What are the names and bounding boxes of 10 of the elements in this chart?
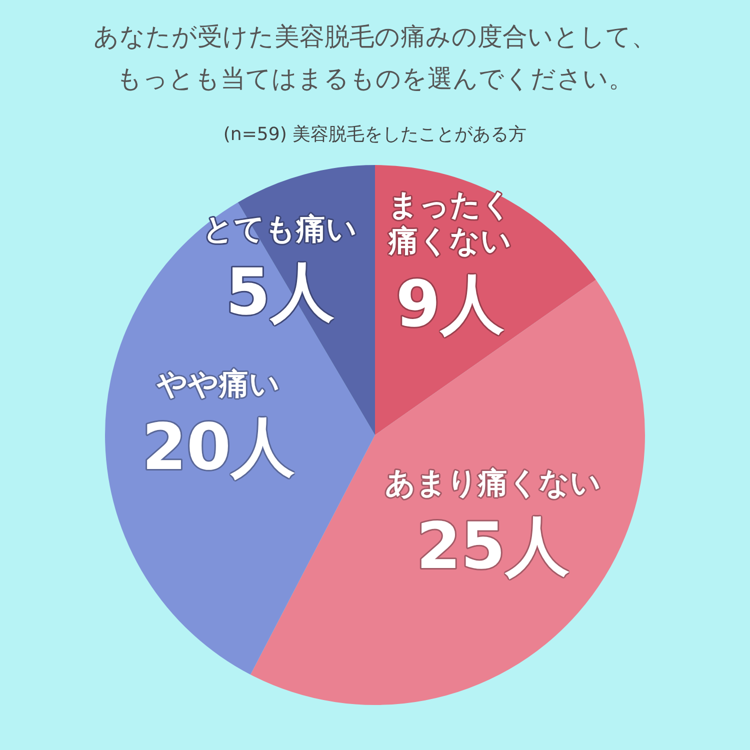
slice-label: あまり痛くない xyxy=(384,466,601,502)
slice-label: まったく痛くない xyxy=(388,188,512,260)
data-label: 20人 xyxy=(142,411,295,486)
data-label: 9人 xyxy=(396,268,504,342)
data-label: 5人 xyxy=(226,256,334,330)
chart-title: あなたが受けた美容脱毛の痛みの度合いとして、もっとも当てはまるものを選んでください。 xyxy=(94,22,656,93)
slice-label: やや痛い xyxy=(156,367,280,402)
data-label: 25人 xyxy=(416,510,570,584)
chart-subtitle: (n=59) 美容脱毛をしたことがある方 xyxy=(223,124,527,145)
slice-label: とても痛い xyxy=(203,212,357,247)
